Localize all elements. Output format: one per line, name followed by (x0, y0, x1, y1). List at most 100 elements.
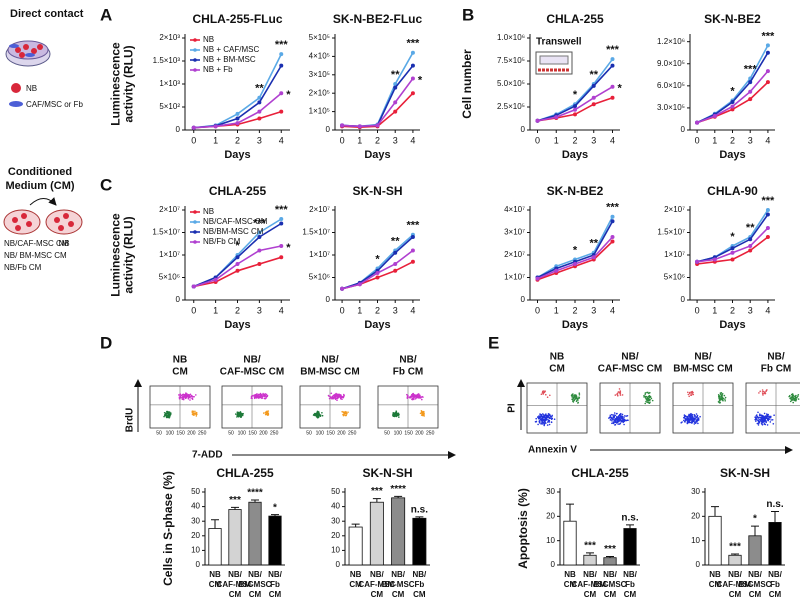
flow-dot (191, 397, 194, 400)
flow-dot (692, 418, 695, 421)
flow-dot (544, 421, 546, 424)
y-tick-label: 40 (191, 502, 200, 511)
flow-dot (412, 398, 415, 400)
x-tick-label: 2 (730, 305, 735, 315)
error-bar (751, 525, 759, 536)
flow-dot (718, 396, 721, 399)
data-point (591, 255, 596, 260)
flow-tick-label: 200 (187, 430, 196, 436)
legend-swatch (193, 230, 197, 234)
flow-dot (343, 411, 345, 414)
flow-header: CAF-MSC CM (598, 364, 662, 375)
flow-dot (695, 419, 697, 422)
x-tick-label: CM (584, 590, 597, 599)
y-tick-label: 1×10⁵ (309, 107, 330, 116)
cm-group: NB/ BM-MSC CM (4, 251, 67, 260)
flow-dot (681, 421, 683, 423)
data-point (730, 250, 735, 255)
flow-dot (759, 390, 761, 393)
y-tick-label: 5.0×10⁵ (497, 79, 525, 88)
flow-dot (651, 399, 654, 402)
flow-dot (693, 421, 696, 424)
flow-dot (257, 393, 260, 396)
flow-dot (542, 392, 545, 394)
flow-dot (335, 395, 337, 397)
panel-label: E (488, 333, 499, 352)
y-tick-label: 20 (691, 511, 700, 520)
x-tick-label: NB/ (623, 570, 638, 579)
flow-dot (321, 414, 324, 417)
flow-dot (264, 393, 267, 395)
legend-label: NB/CAF-MSC CM (203, 217, 268, 226)
flow-dot (754, 416, 756, 419)
flow-dot (318, 412, 320, 415)
flow-dot (341, 410, 344, 413)
flow-dot (791, 393, 794, 395)
flow-header: BM-MSC CM (300, 367, 359, 378)
y-tick-label: 10 (191, 546, 200, 555)
x-tick-label: CM (749, 590, 762, 599)
data-point (357, 282, 362, 287)
data-point (765, 43, 770, 48)
flow-dot (417, 393, 420, 395)
flow-dot (255, 393, 258, 396)
data-point (730, 100, 735, 105)
flow-dot (263, 397, 266, 400)
flow-dot (620, 418, 622, 420)
flow-dot (338, 395, 340, 398)
flow-dot (760, 417, 762, 419)
data-point (257, 248, 262, 253)
x-tick-label: NB/ (391, 570, 406, 579)
direct-contact-schematic (5, 40, 51, 107)
chart-title: CHLA-255 (571, 466, 629, 480)
data-point (765, 69, 770, 74)
flow-dot (685, 415, 687, 418)
flow-dot (573, 397, 575, 399)
flow-dot (235, 413, 237, 415)
x-tick-label: 0 (340, 305, 345, 315)
legend-swatch (193, 220, 197, 224)
x-axis-label: Days (562, 149, 588, 161)
data-point (393, 85, 398, 90)
data-point (610, 219, 615, 224)
flow-dot (340, 395, 343, 398)
flow-dot (623, 419, 626, 421)
flow-dot (240, 412, 243, 415)
flow-dot (688, 415, 691, 417)
flow-dot (761, 415, 763, 417)
y-tick-label: 0 (521, 295, 526, 304)
data-point (257, 95, 262, 100)
flow-header: NB/ (767, 352, 784, 363)
y-tick-label: 50 (331, 487, 340, 496)
cm-group: NB/CAF-MSC CM (4, 239, 69, 248)
flow-dot (723, 394, 726, 397)
flow-dot (418, 397, 420, 399)
y-tick-label: 3×10⁷ (504, 228, 525, 237)
flow-tick-label: 100 (166, 430, 175, 436)
flow-dot (791, 396, 794, 398)
data-point (610, 95, 615, 100)
flow-tick-label: 100 (394, 430, 403, 436)
flow-dot (619, 392, 621, 395)
data-point (393, 100, 398, 105)
data-point (748, 248, 753, 253)
y-tick-label: 10 (546, 536, 555, 545)
flow-dot (538, 420, 541, 423)
x-tick-label: BM-MSC (239, 580, 272, 589)
flow-dot (650, 397, 653, 400)
flow-dot (411, 398, 413, 401)
x-tick-label: CM (209, 580, 222, 589)
panel-label: C (100, 175, 112, 194)
flow-dot (757, 422, 760, 425)
series-line (342, 92, 414, 129)
data-point (257, 230, 262, 235)
significance: * (375, 253, 380, 265)
chart-title: SK-N-BE2 (547, 184, 604, 198)
flow-dot (769, 421, 772, 423)
data-point (410, 235, 415, 239)
y-tick-label: 20 (331, 531, 340, 540)
y-tick-label: 9.0×10⁵ (657, 59, 685, 68)
x-tick-label: NB (564, 570, 576, 579)
flow-dot (265, 393, 268, 396)
flow-dot (647, 398, 650, 400)
